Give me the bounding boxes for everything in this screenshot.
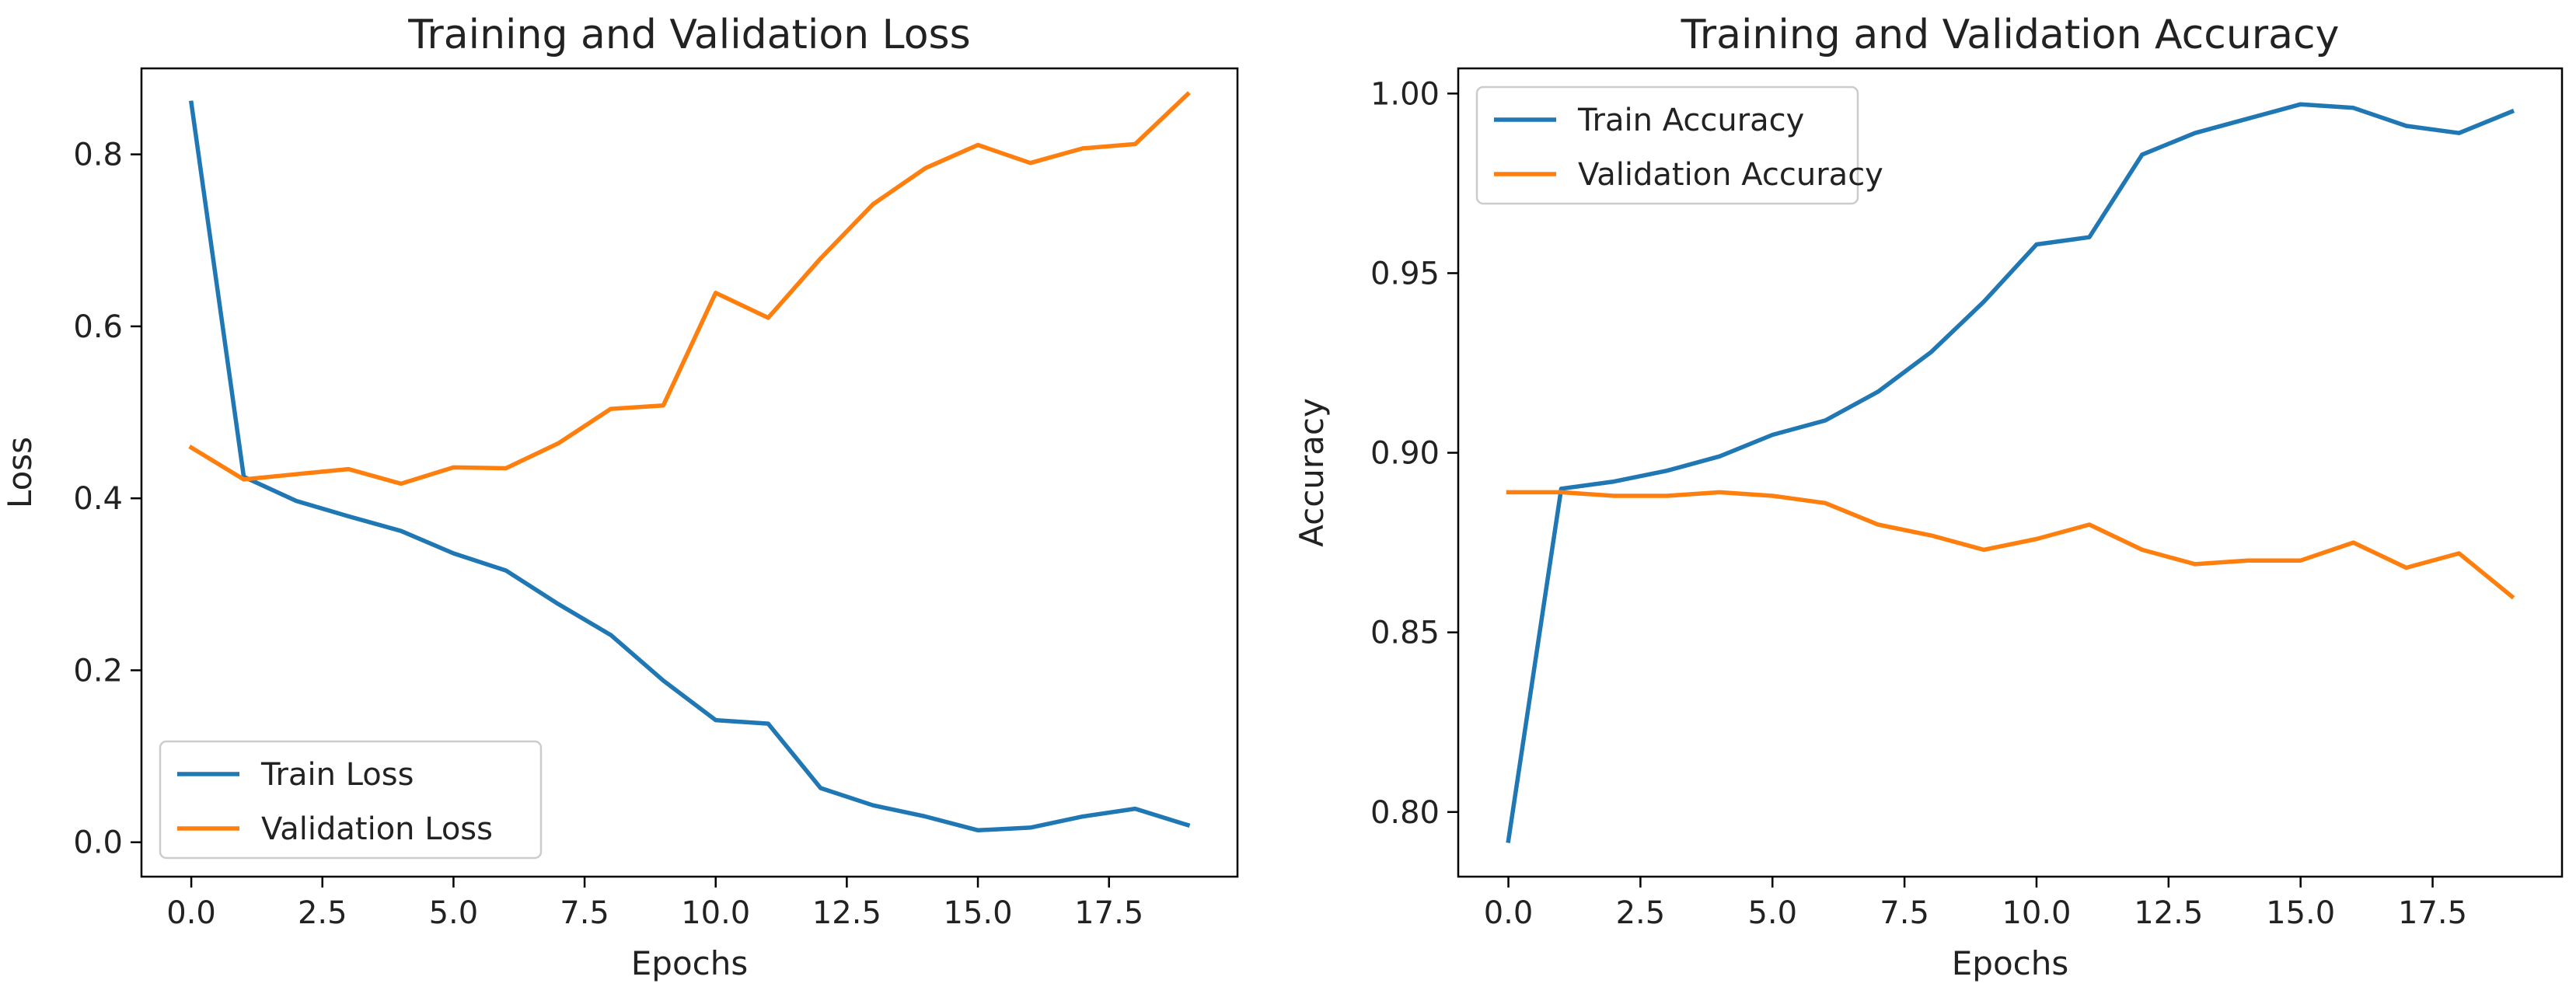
loss-chart: Training and Validation Loss 0.0 2.5 5.0 7.5…	[1, 12, 1239, 982]
x-tick-label: 5.0	[429, 895, 479, 931]
y-tick-label: 0.0	[73, 825, 123, 861]
x-tick-label: 17.5	[2398, 895, 2467, 931]
legend-box	[1475, 85, 1859, 205]
y-axis-label: Accuracy	[1293, 398, 1331, 547]
y-tick-label: 0.85	[1370, 616, 1440, 651]
y-tick-label: 0.6	[73, 309, 123, 345]
plot-frame	[140, 67, 1239, 878]
x-tick-label: 0.0	[166, 895, 216, 931]
x-axis-label: Epochs	[631, 944, 749, 982]
chart-title: Training and Validation Loss	[407, 12, 970, 58]
validation-loss-line	[188, 91, 1191, 487]
accuracy-chart: Training and Validation Accuracy 0.0 2.5 5.…	[1293, 12, 2564, 982]
x-axis-label: Epochs	[1952, 944, 2069, 982]
y-tick-label: 0.95	[1370, 256, 1440, 291]
x-tick-label: 10.0	[2002, 895, 2071, 931]
x-tick-label: 2.5	[298, 895, 347, 931]
x-tick-label: 0.0	[1484, 895, 1534, 931]
x-tick-label: 17.5	[1074, 895, 1143, 931]
y-tick-label: 0.80	[1370, 795, 1440, 831]
plot-frame	[1457, 67, 2564, 878]
x-tick-label: 15.0	[944, 895, 1013, 931]
legend-entry: Train Accuracy	[1577, 103, 1804, 138]
chart-title: Training and Validation Accuracy	[1681, 12, 2340, 58]
legend-box	[159, 740, 543, 860]
y-tick-label: 0.8	[73, 138, 123, 173]
y-tick-label: 0.4	[73, 481, 123, 517]
legend: Train Accuracy Validation Accuracy	[1475, 85, 1883, 205]
legend-entry: Validation Accuracy	[1578, 157, 1883, 193]
x-tick-label: 5.0	[1747, 895, 1797, 931]
train-accuracy-line	[1506, 102, 2515, 843]
legend: Train Loss Validation Loss	[159, 740, 543, 860]
x-tick-label: 10.0	[681, 895, 750, 931]
validation-accuracy-line	[1506, 490, 2515, 600]
y-axis-label: Loss	[1, 437, 39, 508]
x-tick-label: 15.0	[2266, 895, 2335, 931]
x-tick-label: 2.5	[1616, 895, 1666, 931]
y-tick-label: 0.2	[73, 653, 123, 689]
x-tick-label: 12.5	[812, 895, 881, 931]
x-tick-label: 7.5	[560, 895, 609, 931]
y-tick-label: 1.00	[1370, 76, 1440, 112]
y-tick-label: 0.90	[1370, 436, 1440, 472]
x-tick-label: 12.5	[2134, 895, 2203, 931]
legend-entry: Validation Loss	[261, 811, 493, 847]
x-tick-label: 7.5	[1880, 895, 1929, 931]
legend-entry: Train Loss	[260, 757, 414, 793]
train-loss-line	[188, 100, 1191, 833]
